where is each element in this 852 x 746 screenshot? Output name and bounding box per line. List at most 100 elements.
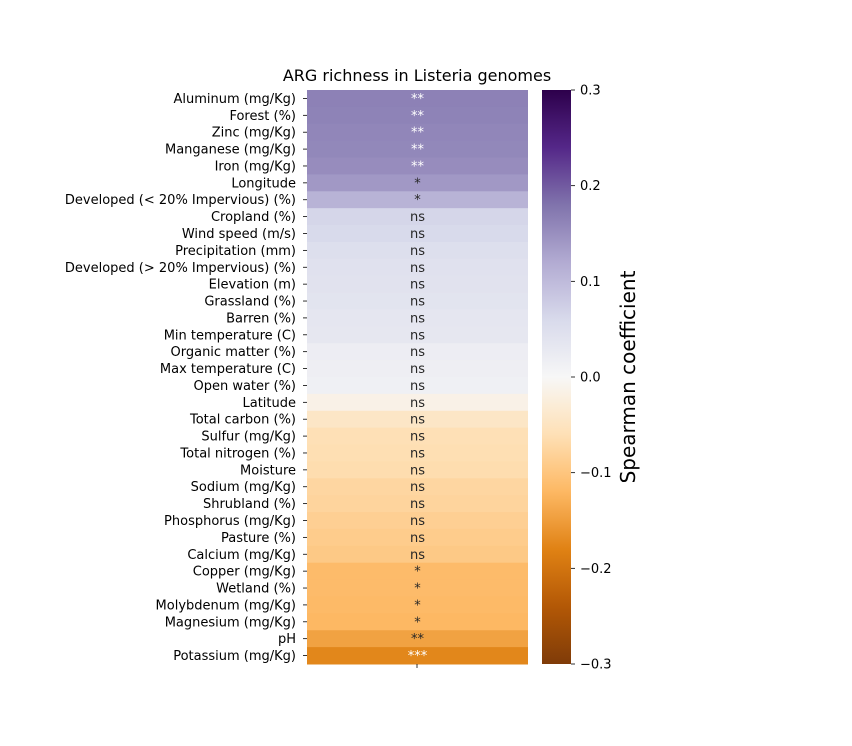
heatmap-cell <box>307 123 528 142</box>
row-label: Total carbon (%) <box>189 413 296 428</box>
significance-label: * <box>414 598 421 613</box>
heatmap-cell <box>307 461 528 479</box>
row-label: Moisture <box>240 463 296 478</box>
heatmap-cell <box>307 410 528 429</box>
row-label: Molybdenum (mg/Kg) <box>156 598 296 613</box>
colorbar-tick-label: 0.1 <box>580 275 601 290</box>
heatmap-cell <box>307 174 528 192</box>
row-label: Min temperature (C) <box>164 328 296 343</box>
significance-label: * <box>414 615 421 630</box>
significance-label: * <box>414 193 421 208</box>
heatmap-cell <box>307 647 528 665</box>
significance-label: ns <box>410 311 425 326</box>
heatmap-cell <box>307 326 528 344</box>
heatmap-cell <box>307 225 528 243</box>
heatmap-cell <box>307 630 528 648</box>
significance-label: ns <box>410 295 425 310</box>
chart-title: ARG richness in Listeria genomes <box>283 66 551 85</box>
significance-label: ns <box>410 531 425 546</box>
colorbar-tick-label: −0.2 <box>580 562 612 577</box>
row-label: Barren (%) <box>226 311 296 326</box>
row-label: Total nitrogen (%) <box>179 446 296 461</box>
row-label: Aluminum (mg/Kg) <box>173 92 296 107</box>
significance-label: ns <box>410 345 425 360</box>
heatmap-cell <box>307 545 528 564</box>
significance-label: * <box>414 176 421 191</box>
heatmap-cell <box>307 90 528 108</box>
significance-label: ns <box>410 413 425 428</box>
heatmap-cell <box>307 562 528 581</box>
heatmap-cell <box>307 377 528 395</box>
heatmap-cell <box>307 478 528 496</box>
row-label: Copper (mg/Kg) <box>193 565 296 580</box>
colorbar-tick-label: 0.3 <box>580 84 601 99</box>
row-label: Manganese (mg/Kg) <box>165 143 296 158</box>
row-label: Precipitation (mm) <box>175 244 296 259</box>
colorbar-tick-label: −0.3 <box>580 658 612 673</box>
significance-label: ns <box>410 463 425 478</box>
colorbar-label: Spearman coefficient <box>616 270 640 483</box>
heatmap-cell <box>307 140 528 159</box>
heatmap-cell <box>307 106 528 125</box>
heatmap-cell <box>307 191 528 209</box>
significance-label: ns <box>410 328 425 343</box>
row-label: Wetland (%) <box>216 582 296 597</box>
significance-label: *** <box>408 649 428 664</box>
row-label: Developed (< 20% Impervious) (%) <box>65 193 296 208</box>
row-label: Calcium (mg/Kg) <box>187 548 296 563</box>
significance-label: ns <box>410 261 425 276</box>
significance-label: * <box>414 582 421 597</box>
heatmap-cell <box>307 596 528 614</box>
heatmap-cell <box>307 241 528 260</box>
colorbar-tick-label: −0.1 <box>580 466 612 481</box>
heatmap-cell <box>307 360 528 378</box>
significance-label: ns <box>410 379 425 394</box>
significance-label: ns <box>410 210 425 225</box>
significance-label: ns <box>410 396 425 411</box>
row-label: pH <box>278 632 296 647</box>
row-label: Latitude <box>242 396 296 411</box>
row-labels: Aluminum (mg/Kg) Forest (%) Zinc (mg/Kg) Ma… <box>65 92 307 664</box>
heatmap-cell <box>307 528 528 547</box>
heatmap-cell <box>307 393 528 412</box>
colorbar-tick-label: 0.2 <box>580 179 601 194</box>
significance-label: ns <box>410 480 425 495</box>
row-label: Zinc (mg/Kg) <box>212 126 296 141</box>
colorbar-ticks: 0.3 0.2 0.1 0.0 −0.1 −0.2 −0.3 <box>571 84 612 673</box>
heatmap-cell <box>307 512 528 530</box>
row-label: Cropland (%) <box>211 210 296 225</box>
row-label: Forest (%) <box>229 109 296 124</box>
heatmap-cell <box>307 427 528 446</box>
row-label: Grassland (%) <box>204 295 296 310</box>
row-label: Iron (mg/Kg) <box>215 159 296 174</box>
heatmap-cell <box>307 208 528 226</box>
significance-label: ns <box>410 446 425 461</box>
heatmap-cell <box>307 292 528 310</box>
significance-label: ns <box>410 514 425 529</box>
row-label: Sulfur (mg/Kg) <box>201 430 296 445</box>
row-label: Phosphorus (mg/Kg) <box>164 514 296 529</box>
row-label: Magnesium (mg/Kg) <box>165 615 296 630</box>
row-label: Shrubland (%) <box>203 497 296 512</box>
colorbar-tick-label: 0.0 <box>580 371 601 386</box>
significance-label: ** <box>411 126 425 141</box>
heatmap-cell <box>307 495 528 513</box>
row-label: Longitude <box>231 176 296 191</box>
colorbar <box>542 90 571 664</box>
significance-label: ** <box>411 632 425 647</box>
heatmap-cell <box>307 613 528 631</box>
heatmap-cell <box>307 258 528 277</box>
heatmap-cell <box>307 444 528 462</box>
row-label: Potassium (mg/Kg) <box>173 649 296 664</box>
significance-label: ns <box>410 244 425 259</box>
row-label: Wind speed (m/s) <box>182 227 296 242</box>
row-label: Max temperature (C) <box>160 362 296 377</box>
row-label: Organic matter (%) <box>171 345 297 360</box>
significance-label: ** <box>411 143 425 158</box>
significance-labels: ************nsnsnsnsnsnsnsnsnsnsnsnsnsns… <box>408 92 428 664</box>
significance-label: ns <box>410 430 425 445</box>
significance-label: ns <box>410 497 425 512</box>
significance-label: ns <box>410 362 425 377</box>
heatmap-cell <box>307 579 528 597</box>
